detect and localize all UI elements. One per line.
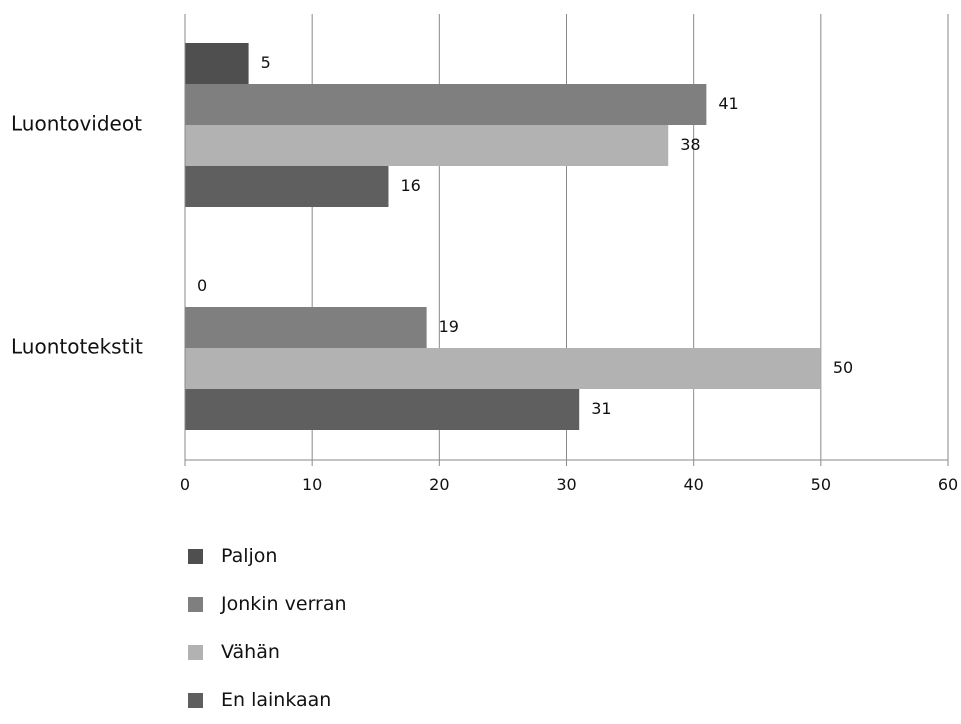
category-label-luontovideot: Luontovideot [11,112,142,136]
legend-item-en-lainkaan: En lainkaan [188,676,347,724]
category-label-luontotekstit: Luontotekstit [11,335,143,359]
x-tick-label-40: 40 [683,475,703,494]
legend-swatch-en-lainkaan [188,692,203,708]
bar-luontovideot-vahan [185,125,669,166]
data-label-luontovideot-paljon: 5 [261,53,271,72]
bar-luontovideot-jonkin-verran [185,84,707,125]
legend-swatch-paljon [188,548,203,564]
x-tick-label-10: 10 [302,475,322,494]
legend-swatch-vahan [188,644,203,660]
data-label-luontovideot-vahan: 38 [680,135,700,154]
data-label-luontotekstit-jonkin-verran: 19 [439,317,459,336]
x-tick-label-30: 30 [556,475,576,494]
bar-luontovideot-en-lainkaan [185,166,389,207]
legend-label-jonkin-verran: Jonkin verran [221,592,347,615]
legend-label-en-lainkaan: En lainkaan [221,688,332,711]
x-tick-label-50: 50 [811,475,831,494]
data-label-luontovideot-en-lainkaan: 16 [400,176,420,195]
bar-luontovideot-paljon [185,43,249,84]
data-label-luontotekstit-paljon: 0 [197,276,207,295]
legend-label-paljon: Paljon [221,544,278,567]
data-label-luontotekstit-vahan: 50 [833,358,853,377]
x-tick-label-0: 0 [180,475,190,494]
bar-luontotekstit-en-lainkaan [185,389,580,430]
bar-luontotekstit-vahan [185,348,821,389]
chart: Luontovideot 5 41 38 16 Luontotekstit 0 19 50 31 0… [11,14,958,494]
bar-chart: Luontovideot 5 41 38 16 Luontotekstit 0 19 50 31 0… [11,14,958,494]
x-tick-label-20: 20 [429,475,449,494]
legend-label-vahan: Vähän [221,640,280,663]
legend: Paljon Jonkin verran Vähän En lainkaan [188,532,347,724]
legend-swatch-jonkin-verran [188,596,203,612]
legend-item-jonkin-verran: Jonkin verran [188,580,347,628]
data-label-luontotekstit-en-lainkaan: 31 [591,399,611,418]
legend-item-vahan: Vähän [188,628,347,676]
x-tick-label-60: 60 [938,475,958,494]
bar-luontotekstit-jonkin-verran [185,307,427,348]
data-label-luontovideot-jonkin-verran: 41 [718,94,738,113]
legend-item-paljon: Paljon [188,532,347,580]
